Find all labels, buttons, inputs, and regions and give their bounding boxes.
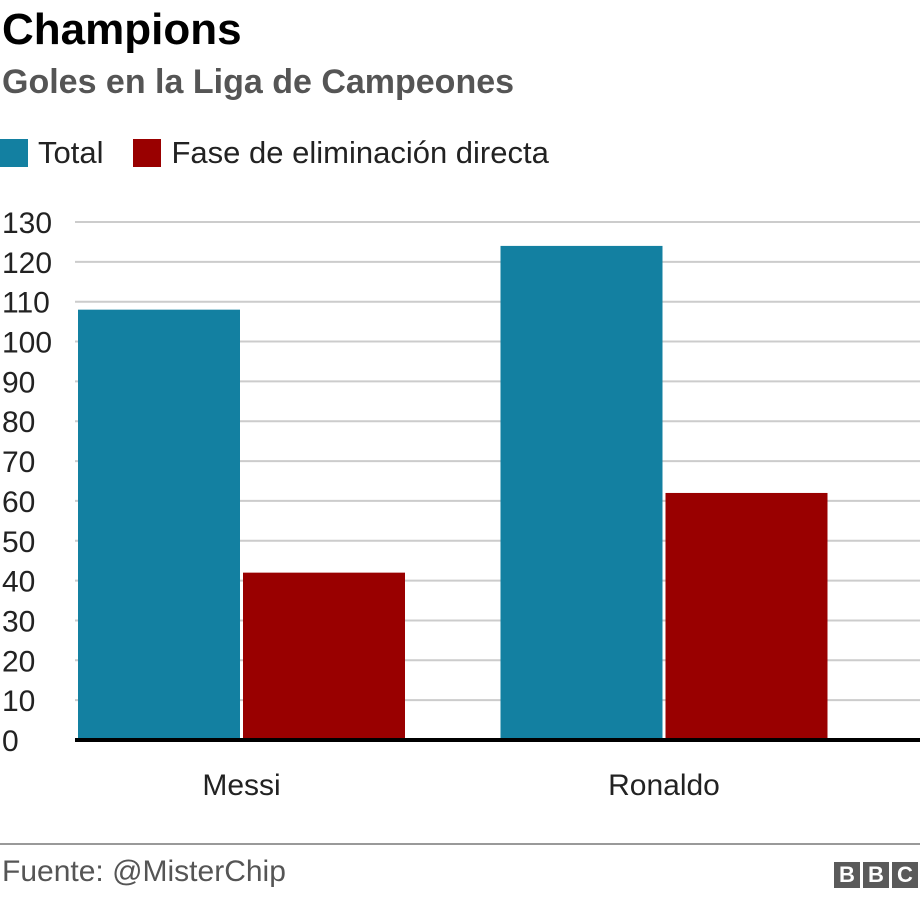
y-tick-label: 20: [2, 645, 35, 678]
legend-label-knockout: Fase de eliminación directa: [171, 135, 549, 170]
bbc-logo: B B C: [831, 862, 918, 888]
bar-chart: 0 10 20 30 40 50 60 70 80 90 100 110 120 130 Messi Rona…: [2, 207, 920, 802]
chart-title: Champions: [2, 5, 242, 54]
bbc-logo-letter: C: [892, 862, 918, 888]
legend-swatch-total: [0, 139, 28, 167]
bar-ronaldo-knockout: [665, 492, 828, 740]
y-tick-label: 10: [2, 685, 35, 718]
y-tick-label: 60: [2, 486, 35, 519]
y-tick-label: 120: [2, 247, 52, 280]
legend-swatch-knockout: [133, 139, 162, 167]
y-tick-label: 130: [2, 207, 52, 240]
footer-divider: [0, 843, 920, 845]
chart-legend: Total Fase de eliminación directa: [0, 135, 579, 171]
y-tick-label: 40: [2, 566, 35, 599]
source-note: Fuente: @MisterChip: [2, 855, 286, 888]
bbc-logo-letter: B: [834, 862, 860, 888]
y-tick-label: 110: [2, 287, 50, 320]
y-tick-label: 50: [2, 526, 35, 559]
legend-label-total: Total: [38, 135, 104, 170]
bar-ronaldo-total: [500, 245, 663, 740]
legend-item-total: Total: [0, 135, 103, 171]
y-tick-label: 70: [2, 446, 35, 479]
x-tick-label: Ronaldo: [608, 769, 720, 802]
y-tick-label: 0: [2, 725, 19, 758]
bbc-logo-letter: B: [863, 862, 889, 888]
bar-messi-total: [78, 309, 240, 740]
y-tick-label: 90: [2, 366, 35, 399]
y-tick-label: 100: [2, 327, 52, 360]
y-tick-label: 30: [2, 605, 35, 638]
y-tick-label: 80: [2, 406, 35, 439]
bar-messi-knockout: [243, 572, 405, 740]
chart-subtitle: Goles en la Liga de Campeones: [2, 63, 515, 101]
x-tick-label: Messi: [202, 769, 280, 802]
legend-item-knockout: Fase de eliminación directa: [133, 135, 549, 171]
